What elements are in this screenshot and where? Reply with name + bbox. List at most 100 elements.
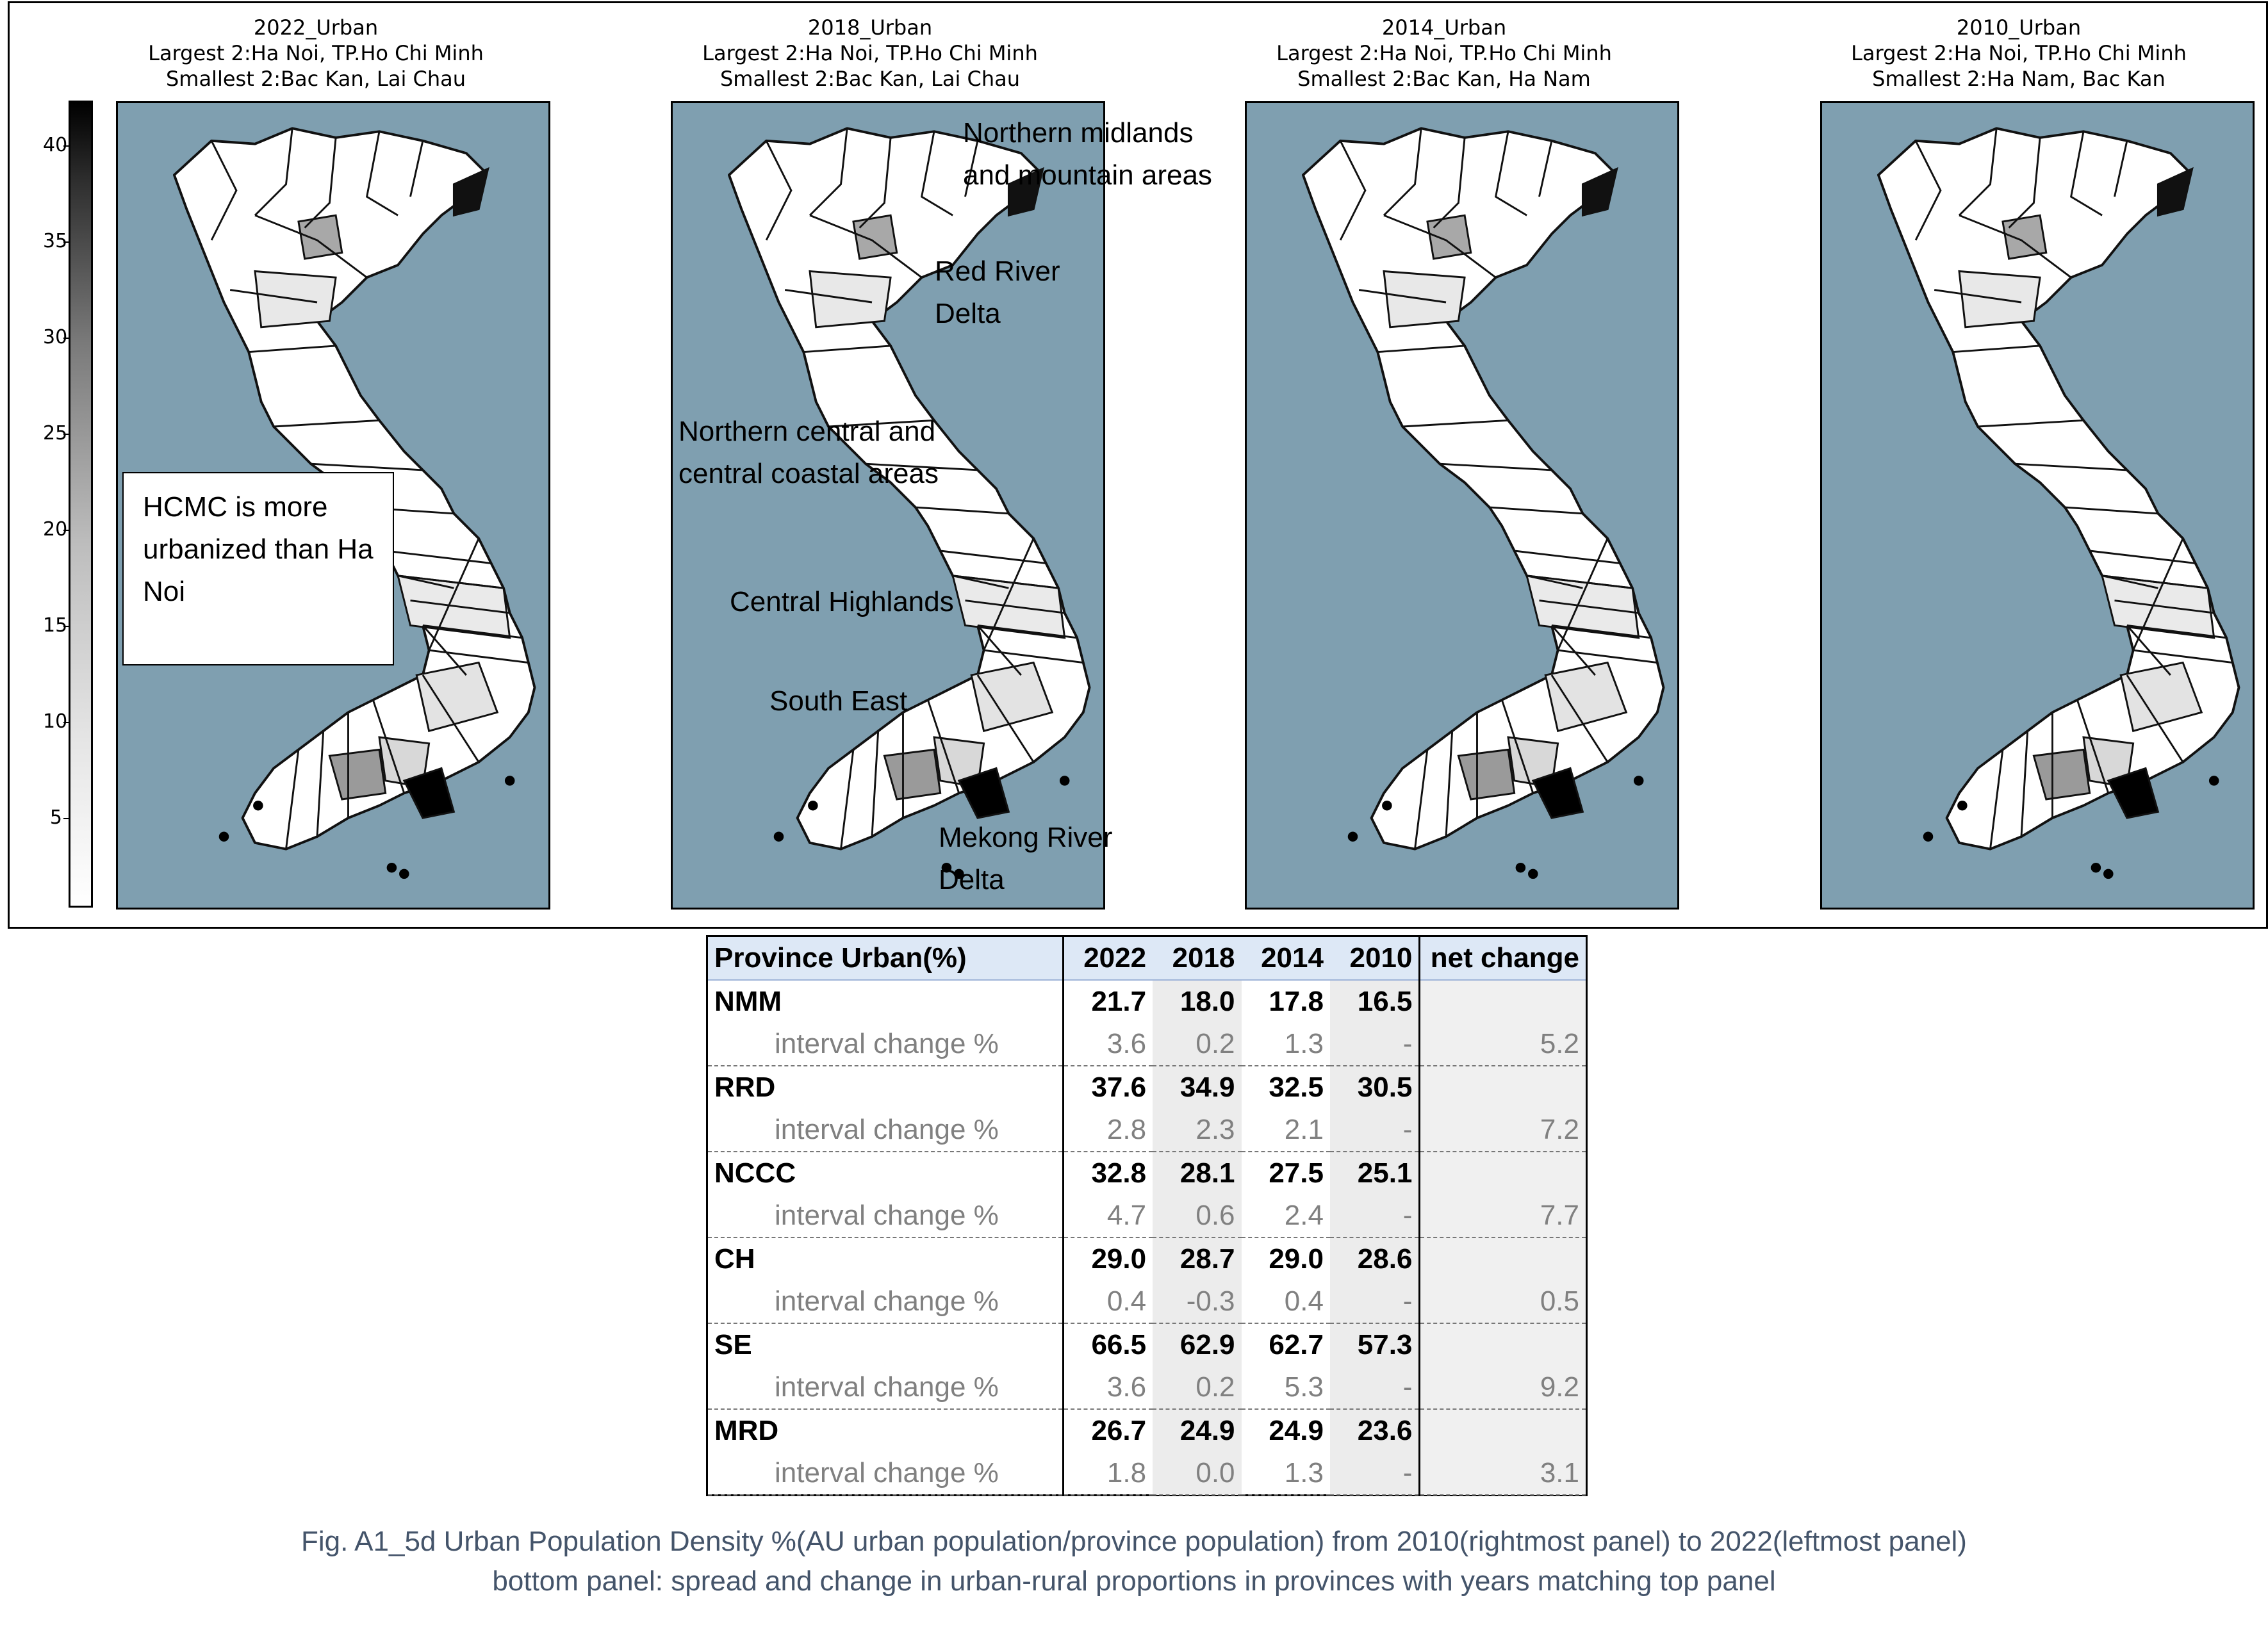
table-row-change: interval change % 3.6 0.2 5.3-9.2	[708, 1366, 1586, 1409]
province-border	[926, 699, 960, 794]
table-cell: 4.7	[1062, 1195, 1153, 1237]
province-border	[316, 731, 325, 837]
province-border	[1526, 575, 1583, 589]
table-cell: 1.3	[1284, 1457, 1324, 1489]
province-border	[428, 538, 480, 651]
colorbar-tick-label: 35	[43, 230, 68, 252]
province-border	[2089, 550, 2196, 564]
table-cell: -	[1329, 1109, 1420, 1152]
panel-subtitle-smallest: Smallest 2:Bac Kan, Lai Chau	[165, 67, 466, 91]
province-shaded	[297, 214, 343, 260]
province-border	[1383, 128, 1422, 216]
island	[808, 800, 818, 811]
panel-subtitle-largest: Largest 2:Ha Noi, TP.Ho Chi Minh	[702, 41, 1038, 65]
caption-line-1: Fig. A1_5d Urban Population Density %(AU…	[301, 1526, 1967, 1557]
province-shaded	[1581, 167, 1618, 217]
island	[1382, 800, 1392, 811]
table-cell: 28.6	[1329, 1237, 1420, 1280]
island	[2091, 862, 2101, 873]
table-cell: RRD	[714, 1072, 776, 1103]
province-border	[1539, 600, 1639, 614]
region-label-nmm: Northern midlands and mountain areas	[963, 117, 1212, 191]
table-cell: interval change %	[775, 1200, 999, 1231]
table-cell: 1.3	[1284, 1028, 1324, 1059]
table-cell: 5.3	[1284, 1371, 1324, 1403]
table-cell	[1418, 1409, 1586, 1452]
table-cell: 21.7	[1062, 980, 1153, 1023]
map-panel-2018	[671, 101, 1105, 910]
province-border	[871, 731, 880, 837]
island	[954, 869, 964, 879]
province-border	[285, 749, 300, 849]
province-border	[274, 419, 380, 428]
table-cell: interval change %	[775, 1457, 999, 1489]
table-cell: 57.3	[1329, 1323, 1420, 1366]
table-cell	[1418, 1237, 1586, 1280]
province-border	[1383, 214, 1497, 279]
figure-panel: 40 35 30 25 20 15 10 5 2022_Urban Largest 2:Ha …	[8, 1, 2268, 929]
province-border	[840, 749, 855, 849]
province-border	[1514, 550, 1620, 564]
table-cell: 7.2	[1418, 1109, 1586, 1152]
column-header: Province Urban(%)	[708, 937, 1064, 981]
column-header: net change	[1418, 937, 1586, 981]
table-cell: 3.6	[1062, 1366, 1153, 1409]
province-outline	[1877, 127, 2240, 851]
table-cell: 25.1	[1329, 1152, 1420, 1195]
province-border	[1433, 137, 1466, 229]
province-border	[2114, 600, 2214, 614]
province-border	[866, 462, 978, 471]
province-border	[1959, 214, 2072, 279]
province-border	[1377, 345, 1465, 354]
table-cell: 16.5	[1329, 980, 1420, 1023]
table-cell: -	[1329, 1195, 1420, 1237]
colorbar-tick-label: 40	[43, 134, 68, 156]
province-border	[1538, 140, 1553, 197]
province-border	[422, 674, 480, 763]
province-shaded	[2157, 167, 2194, 217]
table-cell: 1.8	[1062, 1452, 1153, 1495]
panel-title: 2010_Urban	[1956, 15, 2082, 40]
province-border	[1557, 538, 1609, 651]
province-border	[1550, 674, 1609, 763]
province-border	[1445, 731, 1454, 837]
province-border	[952, 575, 1059, 589]
table-header-row: Province Urban(%) 2022 2018 2014 2010 ne…	[708, 937, 1586, 981]
province-border	[2126, 624, 2171, 676]
table-cell: 32.5	[1269, 1072, 1324, 1103]
province-border	[809, 214, 923, 279]
region-label-nccc: Northern central and central coastal are…	[678, 416, 939, 489]
table-cell: interval change %	[775, 1371, 999, 1403]
province-border	[397, 575, 504, 589]
column-header: 2022	[1062, 937, 1153, 981]
table-cell: -	[1329, 1366, 1420, 1409]
province-shaded	[957, 767, 1010, 819]
panel-subtitle-largest: Largest 2:Ha Noi, TP.Ho Chi Minh	[1851, 41, 2187, 65]
province-border	[422, 624, 467, 676]
province-border	[2015, 462, 2127, 471]
panel-title-2014: 2014_Urban Largest 2:Ha Noi, TP.Ho Chi M…	[1188, 15, 1700, 92]
table-cell: MRD	[714, 1415, 779, 1446]
panel-subtitle-largest: Largest 2:Ha Noi, TP.Ho Chi Minh	[1276, 41, 1612, 65]
table-cell	[1418, 1152, 1586, 1195]
province-shaded	[1007, 167, 1044, 217]
island	[1515, 862, 1526, 873]
island	[941, 862, 952, 873]
panel-title-2018: 2018_Urban Largest 2:Ha Noi, TP.Ho Chi M…	[614, 15, 1126, 92]
table-cell: 17.8	[1269, 986, 1324, 1017]
table-row-change: interval change % 1.8 0.0 1.3-3.1	[708, 1452, 1586, 1495]
province-border	[1402, 419, 1509, 428]
island	[1633, 776, 1644, 786]
panel-title-2022: 2022_Urban Largest 2:Ha Noi, TP.Ho Chi M…	[60, 15, 572, 92]
table-cell: 66.5	[1062, 1323, 1153, 1366]
table-cell: 18.0	[1153, 980, 1242, 1023]
colorbar-tick-mark	[63, 338, 69, 339]
province-border	[410, 600, 510, 614]
panel-title: 2022_Urban	[253, 15, 379, 40]
table-cell: 0.5	[1418, 1280, 1586, 1323]
table-cell	[1418, 980, 1586, 1023]
province-shaded	[1457, 748, 1516, 801]
colorbar-tick-mark	[63, 818, 69, 819]
table-cell	[1418, 1066, 1586, 1109]
province-border	[210, 140, 238, 241]
